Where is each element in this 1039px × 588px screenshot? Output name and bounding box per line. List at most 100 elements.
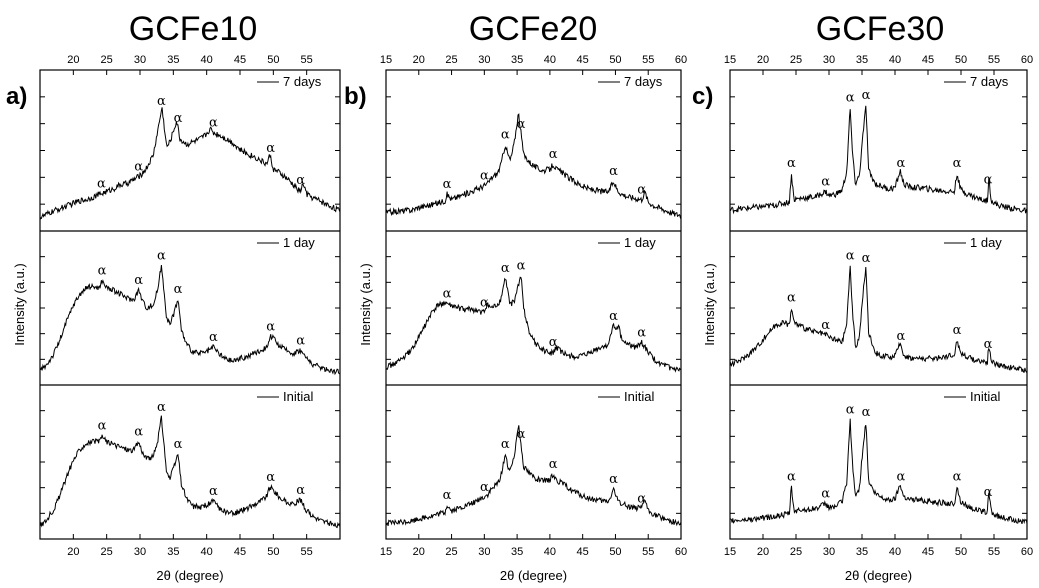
x-tick-label-bottom: 35 (167, 546, 179, 558)
peak-alpha-label: α (98, 263, 107, 278)
x-tick-label-bottom: 55 (301, 546, 313, 558)
legend-label: 1 day (624, 235, 656, 250)
peak-alpha-label: α (266, 470, 275, 485)
legend-label: 1 day (283, 235, 315, 250)
peak-alpha-label: α (821, 175, 830, 190)
peak-alpha-label: α (637, 325, 646, 340)
x-tick-label-top: 30 (134, 54, 146, 66)
x-tick-label-bottom: 25 (101, 546, 113, 558)
peak-alpha-label: α (609, 164, 618, 179)
peak-alpha-label: α (480, 169, 489, 184)
x-tick-label-bottom: 50 (955, 546, 967, 558)
peak-alpha-label: α (501, 127, 510, 142)
xrd-pattern (39, 107, 341, 221)
peak-alpha-label: α (862, 251, 871, 266)
xrd-pattern (729, 105, 1028, 215)
peak-alpha-label: α (174, 282, 183, 297)
x-tick-label-bottom: 45 (922, 546, 934, 558)
x-tick-label-top: 40 (201, 54, 213, 66)
x-tick-label-bottom: 30 (134, 546, 146, 558)
x-tick-label-top: 30 (823, 54, 835, 66)
xrd-pattern (729, 265, 1028, 374)
peak-alpha-label: α (443, 488, 452, 503)
peak-alpha-label: α (787, 156, 796, 171)
y-axis-label: Intensity (a.u.) (12, 263, 27, 345)
x-tick-label-bottom: 50 (609, 546, 621, 558)
x-tick-label-bottom: 40 (889, 546, 901, 558)
x-tick-label-bottom: 60 (1021, 546, 1033, 558)
legend-label: Initial (624, 389, 654, 404)
peak-alpha-label: α (209, 484, 218, 499)
x-tick-label-bottom: 20 (67, 546, 79, 558)
legend-label: Initial (970, 389, 1000, 404)
peak-alpha-label: α (549, 457, 558, 472)
x-axis-label: 2θ (degree) (845, 568, 912, 583)
x-tick-label-top: 20 (757, 54, 769, 66)
peak-alpha-label: α (209, 116, 218, 131)
x-tick-label-top: 15 (724, 54, 736, 66)
plot-frame (39, 69, 341, 540)
peak-alpha-label: α (846, 402, 855, 417)
xrd-pattern (385, 276, 682, 373)
x-tick-label-top: 50 (955, 54, 967, 66)
peak-alpha-label: α (443, 287, 452, 302)
peak-alpha-label: α (296, 173, 305, 188)
x-tick-label-top: 30 (478, 54, 490, 66)
peak-alpha-label: α (609, 472, 618, 487)
x-tick-label-top: 50 (267, 54, 279, 66)
xrd-pattern (385, 113, 682, 219)
x-axis-label: 2θ (degree) (500, 568, 567, 583)
x-tick-label-bottom: 50 (267, 546, 279, 558)
x-tick-label-top: 15 (380, 54, 392, 66)
x-tick-label-top: 45 (234, 54, 246, 66)
peak-alpha-label: α (897, 329, 906, 344)
peak-alpha-label: α (609, 309, 618, 324)
x-tick-label-bottom: 15 (724, 546, 736, 558)
plot-frame (385, 69, 682, 540)
x-tick-label-bottom: 20 (413, 546, 425, 558)
peak-alpha-label: α (517, 117, 526, 132)
peak-alpha-label: α (787, 469, 796, 484)
peak-alpha-label: α (953, 469, 962, 484)
peak-alpha-label: α (549, 335, 558, 350)
peak-alpha-label: α (266, 141, 275, 156)
peak-alpha-label: α (134, 273, 143, 288)
x-tick-label-top: 35 (167, 54, 179, 66)
peak-alpha-label: α (501, 437, 510, 452)
peak-alpha-label: α (846, 248, 855, 263)
x-tick-label-bottom: 25 (790, 546, 802, 558)
legend-label: Initial (283, 389, 313, 404)
peak-alpha-label: α (821, 318, 830, 333)
panels-root: GCFe10 a) Intensity (a.u.) 2θ (degree) 20 25 3… (6, 10, 1033, 583)
panel-gcfe30: GCFe30 c) Intensity (a.u.) 2θ (degree) 15 20 2… (692, 10, 1033, 583)
panel-title: GCFe10 (129, 10, 258, 48)
peak-alpha-label: α (296, 483, 305, 498)
peak-alpha-label: α (984, 337, 993, 352)
x-axis-label: 2θ (degree) (156, 568, 223, 583)
x-tick-label-top: 25 (101, 54, 113, 66)
panel-gcfe10: GCFe10 a) Intensity (a.u.) 2θ (degree) 20 25 3… (6, 10, 341, 583)
peak-alpha-label: α (897, 156, 906, 171)
x-tick-label-bottom: 35 (511, 546, 523, 558)
xrd-pattern (39, 265, 341, 376)
legend-label: 1 day (970, 235, 1002, 250)
x-tick-label-bottom: 45 (577, 546, 589, 558)
plot-frame (729, 69, 1028, 540)
x-tick-label-bottom: 30 (823, 546, 835, 558)
x-tick-label-top: 55 (988, 54, 1000, 66)
x-tick-label-top: 45 (577, 54, 589, 66)
x-tick-label-top: 25 (790, 54, 802, 66)
peak-alpha-label: α (787, 291, 796, 306)
peak-alpha-label: α (443, 177, 452, 192)
legend-label: 7 days (283, 74, 322, 89)
peak-alpha-label: α (98, 419, 107, 434)
xrd-pattern (385, 425, 682, 527)
x-tick-label-bottom: 40 (544, 546, 556, 558)
panel-label: b) (344, 83, 367, 110)
peak-alpha-label: α (862, 405, 871, 420)
peak-alpha-label: α (480, 296, 489, 311)
y-axis-label: Intensity (a.u.) (702, 263, 717, 345)
